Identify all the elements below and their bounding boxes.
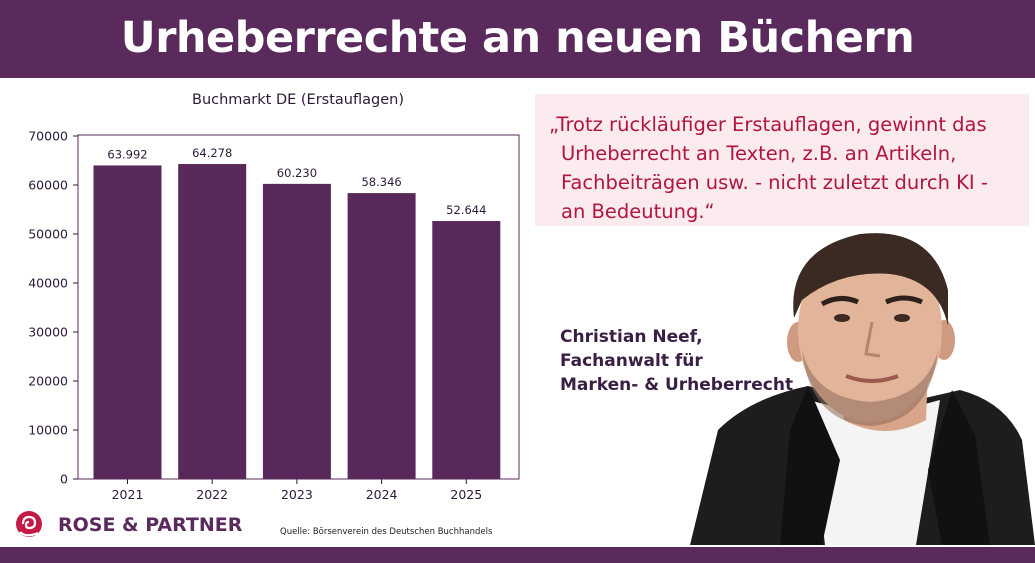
bar-2022 xyxy=(178,164,247,479)
x-axis: 2021 2022 2023 2024 2025 xyxy=(112,479,482,502)
hair xyxy=(793,233,948,326)
data-label-2022: 64.278 xyxy=(192,146,232,160)
y-tick-label: 20000 xyxy=(28,374,68,389)
brand-logo: ROSE & PARTNER xyxy=(14,510,242,540)
rose-logo-icon xyxy=(16,511,42,537)
quote-line-4: an Bedeutung.“ xyxy=(561,200,715,223)
eye-left xyxy=(834,314,850,322)
y-tick-label: 50000 xyxy=(28,227,68,242)
eye-right xyxy=(894,314,910,322)
footer-bar xyxy=(0,547,1035,563)
y-tick-label: 0 xyxy=(60,472,68,487)
y-tick-label: 70000 xyxy=(28,129,68,144)
page-title: Urheberrechte an neuen Büchern xyxy=(120,13,915,63)
quote-line-3: Fachbeiträgen usw. - nicht zuletzt durch… xyxy=(561,171,988,194)
y-tick-label: 30000 xyxy=(28,325,68,340)
quote-text: „Trotz rückläufiger Erstauflagen, gewinn… xyxy=(549,110,1019,226)
bar-2023 xyxy=(262,183,331,480)
lapel-right xyxy=(928,390,990,545)
x-tick-label-2021: 2021 xyxy=(112,487,144,502)
beard xyxy=(802,350,938,426)
shirt xyxy=(808,400,940,545)
y-tick-label: 10000 xyxy=(28,423,68,438)
x-tick-label-2023: 2023 xyxy=(281,487,313,502)
portrait-photo xyxy=(690,233,1035,545)
author-role-line-2: Marken- & Urheberrecht xyxy=(560,375,794,395)
quote-line-2: Urheberrecht an Texten, z.B. an Artikeln… xyxy=(561,142,957,165)
brand-name: ROSE & PARTNER xyxy=(58,514,243,536)
x-tick-label-2022: 2022 xyxy=(196,487,228,502)
x-tick-label-2025: 2025 xyxy=(450,487,482,502)
data-label-2023: 60.230 xyxy=(277,166,317,180)
source-note: Quelle: Börsenverein des Deutschen Buchh… xyxy=(280,527,493,537)
quote-line-1: „Trotz rückläufiger Erstauflagen, gewinn… xyxy=(549,113,987,136)
y-tick-label: 60000 xyxy=(28,178,68,193)
lapel-left xyxy=(780,386,840,545)
bar-2025 xyxy=(432,221,501,479)
data-label-2025: 52.644 xyxy=(446,203,486,217)
author-block: Christian Neef, Fachanwalt für Marken- &… xyxy=(560,325,793,397)
x-tick-label-2024: 2024 xyxy=(366,487,398,502)
bar-2024 xyxy=(347,193,416,479)
y-tick-label: 40000 xyxy=(28,276,68,291)
header-bar: Urheberrechte an neuen Büchern xyxy=(0,0,1035,78)
data-label-2021: 63.992 xyxy=(107,147,147,161)
nose xyxy=(864,321,881,358)
chart-title: Buchmarkt DE (Erstauflagen) xyxy=(192,92,404,108)
eyebrow-left xyxy=(820,296,860,307)
bar-chart: Buchmarkt DE (Erstauflagen) 0 10000 20000 3… xyxy=(28,92,520,502)
mouth xyxy=(845,374,899,383)
bar-2021 xyxy=(93,165,162,479)
author-role-line-1: Fachanwalt für xyxy=(560,351,703,371)
bars: 63.992 64.278 60.230 58.346 52.644 xyxy=(93,146,501,480)
quote-box: „Trotz rückläufiger Erstauflagen, gewinn… xyxy=(535,94,1029,226)
author-name: Christian Neef, xyxy=(560,327,703,347)
data-label-2024: 58.346 xyxy=(361,175,401,189)
eyebrow-right xyxy=(884,295,924,305)
y-axis: 0 10000 20000 30000 40000 50000 60000 70000 xyxy=(28,129,78,487)
